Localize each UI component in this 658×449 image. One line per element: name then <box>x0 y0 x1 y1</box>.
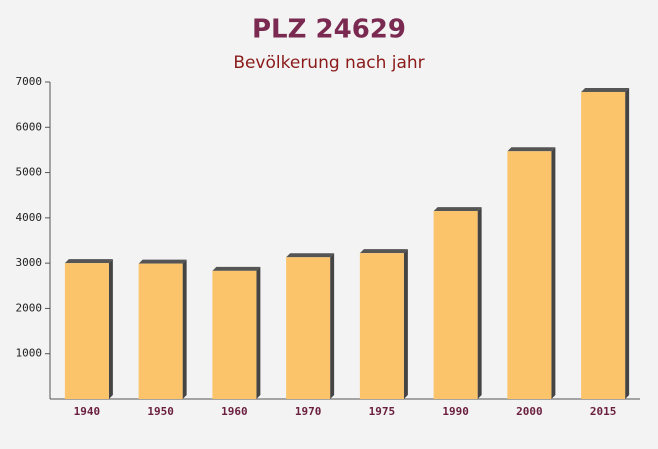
x-tick-label: 1950 <box>147 405 174 418</box>
x-tick-label: 1990 <box>442 405 469 418</box>
bar <box>286 257 331 399</box>
bar-top <box>138 259 187 264</box>
x-tick-label: 1940 <box>74 405 101 418</box>
x-tick-label: 1970 <box>295 405 322 418</box>
y-tick-label: 7000 <box>16 75 43 88</box>
y-tick-label: 3000 <box>16 256 43 269</box>
x-tick-label: 2000 <box>516 405 543 418</box>
bar <box>507 151 552 399</box>
chart-title: PLZ 24629 <box>252 15 406 45</box>
bar-top <box>581 87 630 92</box>
bar-side <box>477 207 482 399</box>
x-tick-label: 2015 <box>590 405 617 418</box>
bar-side <box>403 249 408 399</box>
bar-side <box>625 87 630 399</box>
y-tick-label: 1000 <box>16 347 43 360</box>
y-tick-label: 5000 <box>16 166 43 179</box>
bar <box>212 270 257 399</box>
bar-top <box>433 207 482 212</box>
y-tick-label: 2000 <box>16 301 43 314</box>
x-tick-label: 1975 <box>369 405 396 418</box>
bar-top <box>507 147 556 152</box>
bar <box>581 91 626 399</box>
bar-side <box>330 253 335 399</box>
bar <box>138 263 183 399</box>
y-tick-label: 4000 <box>16 211 43 224</box>
bar-side <box>108 259 113 399</box>
bar-side <box>551 147 556 399</box>
y-tick-label: 6000 <box>16 120 43 133</box>
bar-top <box>64 259 113 264</box>
bar-top <box>286 253 335 258</box>
bar-side <box>256 266 261 399</box>
x-tick-label: 1960 <box>221 405 248 418</box>
chart-subtitle: Bevölkerung nach jahr <box>233 53 424 73</box>
bar <box>359 253 404 399</box>
bar <box>433 211 478 399</box>
bar-top <box>212 266 261 271</box>
bar-top <box>359 249 408 254</box>
bar-side <box>182 259 187 399</box>
bar <box>64 263 109 399</box>
